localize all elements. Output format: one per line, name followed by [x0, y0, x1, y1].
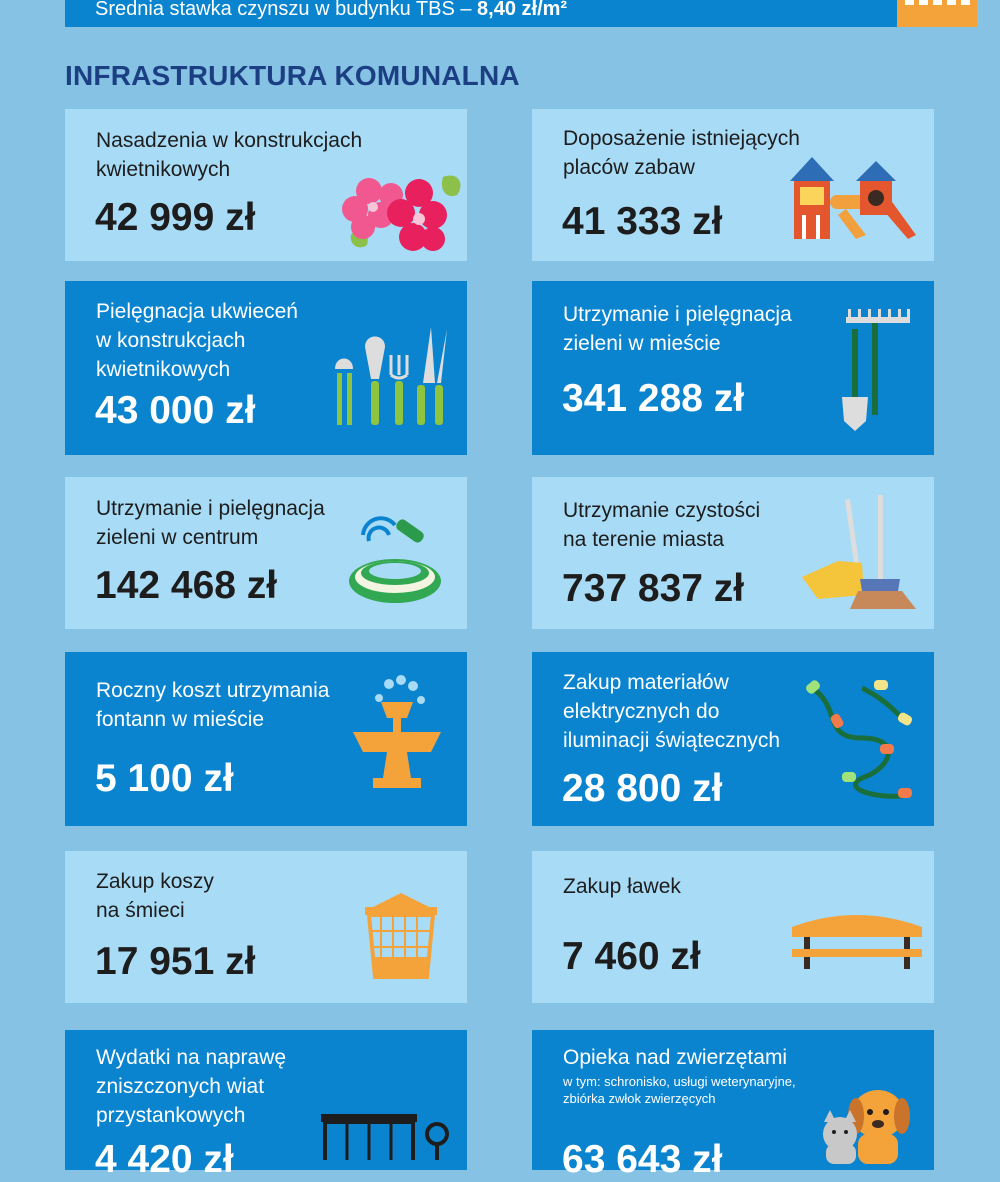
garden-hose-icon — [349, 516, 441, 603]
card-label: Opieka nad zwierzętami — [563, 1046, 788, 1069]
card-fountains: Roczny koszt utrzymania fontann w mieście… — [65, 652, 467, 826]
flowers-icon — [342, 175, 461, 251]
card-label: Wydatki na naprawę zniszczonych wiat przys… — [96, 1046, 287, 1127]
card-christmas-lights: Zakup materiałów elektrycznych do iluminac… — [532, 652, 934, 826]
card-sublabel: w tym: schronisko, usługi weterynaryjne,… — [563, 1074, 796, 1106]
building-icon — [897, 0, 977, 27]
card-amount: 142 468 zł — [95, 564, 278, 607]
card-label: Zakup koszy na śmieci — [96, 870, 214, 922]
card-benches: Zakup ławek 7 460 zł — [532, 851, 934, 1003]
card-playground: Doposażenie istniejących placów zabaw 41 … — [532, 109, 934, 261]
card-label: Utrzymanie i pielęgnacja zieleni w centru… — [96, 497, 325, 549]
card-city-greenery: Utrzymanie i pielęgnacja zieleni w mieści… — [532, 281, 934, 455]
card-amount: 41 333 zł — [562, 200, 723, 243]
card-amount: 4 420 zł — [95, 1138, 234, 1181]
bench-icon — [792, 915, 922, 969]
card-label: Nasadzenia w konstrukcjach kwietnikowych — [96, 129, 363, 181]
fountain-icon — [353, 675, 441, 788]
trash-bin-icon — [365, 893, 437, 979]
card-label: Doposażenie istniejących placów zabaw — [563, 127, 800, 179]
section-title: INFRASTRUKTURA KOMUNALNA — [65, 60, 520, 91]
card-label: Utrzymanie czystości na terenie miasta — [563, 499, 761, 551]
card-center-greenery: Utrzymanie i pielęgnacja zieleni w centru… — [65, 477, 467, 629]
top-banner-text: Średnia stawka czynszu w budynku TBS – 8… — [95, 0, 568, 20]
card-label: Utrzymanie i pielęgnacja zieleni w mieści… — [563, 303, 792, 355]
card-amount: 5 100 zł — [95, 757, 234, 800]
bus-shelter-icon — [321, 1114, 449, 1160]
playground-icon — [790, 157, 916, 239]
broom-dustpan-icon — [802, 495, 916, 609]
card-amount: 7 460 zł — [562, 935, 701, 978]
card-amount: 63 643 zł — [562, 1138, 723, 1181]
card-city-cleanliness: Utrzymanie czystości na terenie miasta 73… — [532, 477, 934, 629]
cat-dog-icon — [823, 1090, 910, 1164]
christmas-lights-icon — [806, 680, 913, 799]
card-label: Roczny koszt utrzymania fontann w mieście — [96, 679, 330, 731]
card-amount: 737 837 zł — [562, 567, 745, 610]
card-flower-care: Pielęgnacja ukwieceń w konstrukcjach kwiet… — [65, 281, 467, 455]
card-label: Pielęgnacja ukwieceń w konstrukcjach kwiet… — [96, 300, 298, 381]
garden-tools-icon — [335, 327, 447, 425]
card-amount: 341 288 zł — [562, 377, 745, 420]
card-animal-care: Opieka nad zwierzętami w tym: schronisko… — [532, 1030, 934, 1181]
card-amount: 43 000 zł — [95, 389, 256, 432]
card-label: Zakup materiałów elektrycznych do iluminac… — [563, 671, 781, 752]
card-flower-planting: Nasadzenia w konstrukcjach kwietnikowych … — [65, 109, 467, 261]
card-amount: 17 951 zł — [95, 940, 256, 983]
card-label: Zakup ławek — [563, 875, 681, 898]
card-amount: 42 999 zł — [95, 196, 256, 239]
card-trash-bins: Zakup koszy na śmieci 17 951 zł — [65, 851, 467, 1003]
card-bus-shelters: Wydatki na naprawę zniszczonych wiat przys… — [65, 1030, 467, 1181]
top-banner: Średnia stawka czynszu w budynku TBS – 8… — [65, 0, 977, 27]
rake-shovel-icon — [842, 309, 910, 431]
card-amount: 28 800 zł — [562, 767, 723, 810]
